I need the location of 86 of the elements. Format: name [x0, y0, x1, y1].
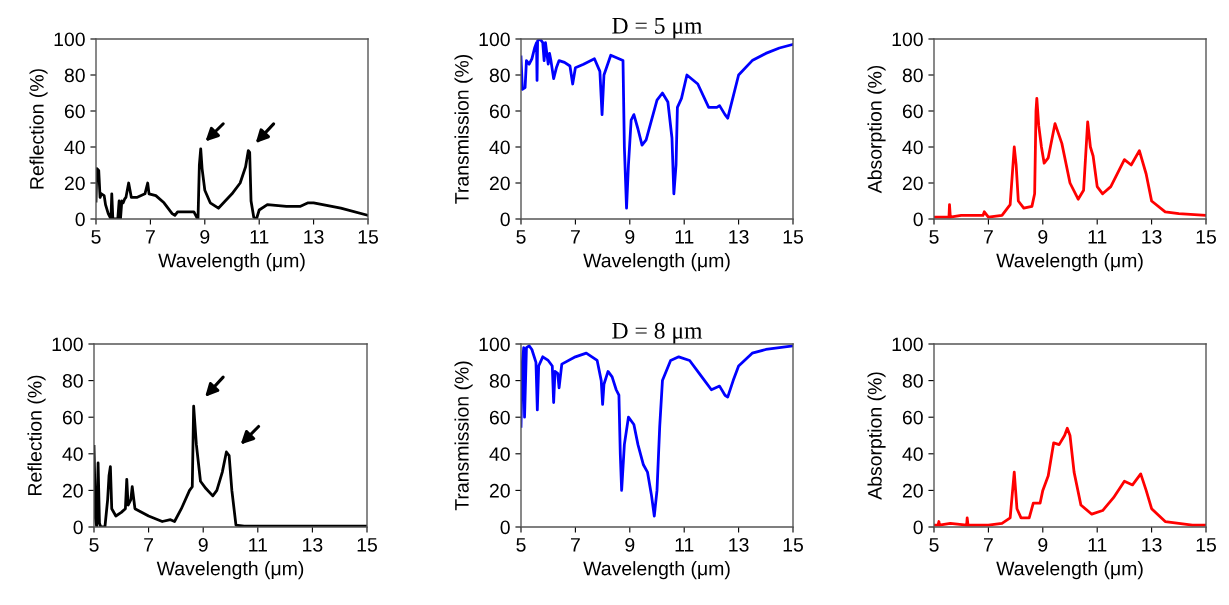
y-tick-label: 80	[64, 68, 85, 83]
x-tick-label: 13	[1142, 537, 1162, 552]
x-tick-label: 7	[145, 230, 155, 244]
x-tick-label: 9	[200, 229, 210, 244]
x-tick-label: 7	[983, 538, 993, 552]
x-axis-title: Wavelength (μm)	[996, 561, 1143, 580]
x-tick-label: 7	[144, 538, 154, 552]
x-tick-label: 13	[729, 229, 749, 244]
x-tick-label: 7	[570, 230, 580, 244]
y-tick-label: 100	[54, 32, 85, 47]
x-tick-label: 15	[783, 230, 803, 244]
x-tick-label: 13	[303, 537, 323, 552]
x-tick-label: 9	[625, 537, 635, 552]
y-tick-label: 0	[500, 520, 510, 535]
y-tick-label: 20	[62, 483, 83, 498]
x-tick-label: 11	[250, 230, 269, 244]
chart-title: D = 8 μm	[612, 322, 703, 344]
y-axis-title: Transmission (%)	[454, 361, 473, 511]
x-tick-label: 9	[198, 537, 208, 552]
y-tick-label: 40	[489, 140, 510, 155]
x-axis-title: Wavelength (μm)	[583, 253, 730, 272]
y-tick-label: 100	[52, 337, 83, 352]
x-tick-label: 11	[675, 538, 694, 552]
x-axis-title: Wavelength (μm)	[158, 253, 305, 272]
x-tick-label: 11	[249, 538, 267, 552]
y-tick-label: 80	[489, 68, 510, 83]
y-tick-label: 80	[62, 374, 83, 388]
x-tick-label: 9	[625, 229, 635, 244]
y-tick-label: 20	[64, 176, 85, 191]
x-tick-label: 13	[1142, 229, 1162, 244]
y-tick-label: 80	[489, 374, 510, 388]
y-tick-label: 100	[479, 32, 510, 47]
x-tick-label: 7	[570, 538, 580, 552]
y-tick-label: 0	[913, 520, 923, 535]
y-tick-label: 0	[913, 212, 923, 227]
y-tick-label: 60	[489, 410, 510, 425]
y-tick-label: 100	[892, 337, 923, 352]
y-tick-label: 40	[902, 140, 923, 155]
y-tick-label: 40	[489, 447, 510, 462]
y-tick-label: 0	[73, 520, 83, 535]
x-tick-label: 5	[516, 230, 526, 244]
chart-title: D = 5 μm	[612, 17, 703, 39]
y-tick-label: 60	[489, 104, 510, 119]
x-axis-title: Wavelength (μm)	[996, 253, 1143, 272]
y-axis-title: Transmission (%)	[454, 54, 473, 204]
y-axis-title: Reflection (%)	[29, 69, 48, 189]
y-axis-title: Reflection (%)	[27, 375, 46, 495]
y-tick-label: 40	[62, 447, 83, 462]
y-tick-label: 80	[902, 374, 923, 388]
y-tick-label: 20	[489, 483, 510, 498]
y-tick-label: 60	[64, 104, 85, 119]
x-tick-label: 11	[675, 230, 694, 244]
x-tick-label: 11	[1088, 538, 1107, 552]
x-tick-label: 15	[1196, 230, 1216, 244]
y-tick-label: 60	[62, 410, 83, 425]
x-tick-label: 9	[1038, 537, 1048, 552]
y-tick-label: 80	[902, 68, 923, 83]
x-tick-label: 5	[91, 230, 101, 244]
x-tick-label: 13	[304, 229, 324, 244]
x-axis-title: Wavelength (μm)	[583, 561, 730, 580]
x-tick-label: 15	[1196, 538, 1216, 552]
y-axis-title: Absorption (%)	[867, 65, 886, 194]
y-tick-label: 40	[64, 140, 85, 155]
x-tick-label: 5	[929, 538, 939, 552]
y-tick-label: 20	[489, 176, 510, 191]
y-tick-label: 20	[902, 483, 923, 498]
x-tick-label: 5	[516, 538, 526, 552]
y-tick-label: 100	[479, 337, 510, 352]
y-tick-label: 20	[902, 176, 923, 191]
y-tick-label: 60	[902, 104, 923, 119]
y-axis-title: Absorption (%)	[867, 372, 886, 500]
x-tick-label: 15	[357, 538, 377, 552]
y-tick-label: 60	[902, 410, 923, 425]
x-tick-label: 15	[783, 538, 803, 552]
x-tick-label: 11	[1088, 230, 1107, 244]
x-tick-label: 5	[929, 230, 939, 244]
y-tick-label: 0	[75, 212, 85, 227]
x-tick-label: 13	[729, 537, 749, 552]
y-tick-label: 40	[902, 447, 923, 462]
y-tick-label: 100	[892, 32, 923, 47]
x-tick-label: 9	[1038, 229, 1048, 244]
x-axis-title: Wavelength (μm)	[156, 561, 304, 580]
x-tick-label: 7	[983, 230, 993, 244]
x-tick-label: 5	[89, 538, 99, 552]
x-tick-label: 15	[358, 230, 378, 244]
y-tick-label: 0	[500, 212, 510, 227]
